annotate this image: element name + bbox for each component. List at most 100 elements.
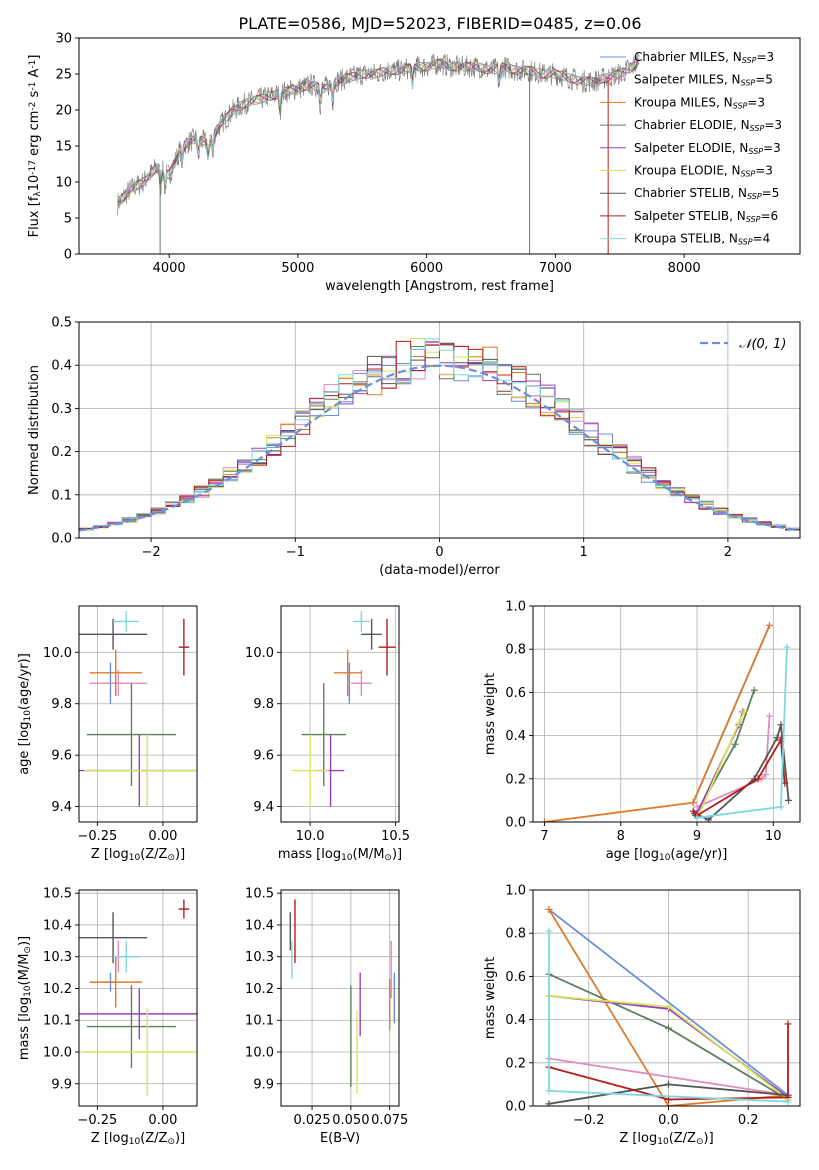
mass_vs_EBV-frame-group — [280, 889, 400, 1107]
weight_vs_Z-xlabel-part-0: Z [log — [619, 1131, 657, 1146]
weight_vs_age-marker-kroupa-stelib-0 — [693, 814, 701, 822]
mass_vs_Z-xlabel-part-4: )] — [175, 1131, 185, 1146]
mass_vs_Z-xtick-label-1: 0.00 — [148, 1113, 177, 1128]
mass_vs_Z-ylabel-part-1: 10 — [23, 985, 33, 997]
age-vs-mass-chart: 10.0 10.5 9.4 9.6 9.8 10.0 mass [log10(M/M⊙)] — [245, 605, 410, 863]
mass_vs_Z-ytick-label-5: 10.4 — [43, 918, 72, 933]
residuals-xtick-label-2: 0 — [435, 545, 443, 560]
mass_vs_Z-ylabel-part-3: ⊙ — [23, 946, 33, 954]
spectrum-ytick-label-3: 15 — [55, 140, 72, 155]
spectrum-legend-label-4: Salpeter ELODIE, NSSP=3 — [634, 141, 781, 156]
residuals-chart: −2 −1 0 1 2 0.0 0.1 0.2 0.3 0.4 0.5 (data-model)/er… — [27, 316, 801, 578]
weight_vs_Z-marker-kroupa-stelib-2 — [784, 1098, 792, 1106]
age_vs_mass-xlabel: mass [log10(M/M⊙)] — [278, 847, 402, 863]
weight_vs_age-marker-kroupa-elodie-2 — [740, 708, 748, 716]
spectrum-ylabel-part-8: A — [27, 69, 42, 82]
spectrum-xtick-label-2: 6000 — [410, 261, 443, 276]
spectrum-ylabel-part-4: erg cm — [27, 111, 42, 160]
spectrum-ylabel-part-5: -2 — [28, 102, 38, 111]
spectrum-plot-area — [117, 52, 640, 254]
mass_vs_EBV-ytick-label-6: 10.5 — [245, 887, 274, 902]
spectrum-legend-label-8-sub: SSP — [738, 238, 753, 247]
spectrum-legend-label-8-main: Kroupa STELIB, N — [634, 232, 738, 246]
spectrum-ytick-label-1: 5 — [64, 212, 72, 227]
weight_vs_age-marker-chabrier-elodie-2 — [750, 686, 758, 694]
spectrum-legend-label-2: Kroupa MILES, NSSP=3 — [634, 95, 765, 110]
weight_vs_age-line-salpeter-stelib — [692, 737, 786, 817]
spectrum-ytick-label-4: 20 — [55, 104, 72, 119]
spectrum-legend-label-7-count: =6 — [760, 209, 778, 223]
weight_vs_age-plot-area — [540, 621, 793, 822]
age-vs-metallicity-chart: −0.25 0.009.49.69.810.0Z [log10(Z/Z⊙)]age… — [17, 605, 198, 863]
spectrum-ylabel-part-9: -1 — [28, 60, 38, 69]
weight_vs_age-ytick-label-2: 0.4 — [505, 729, 526, 744]
weight_vs_Z-ytick-label-3: 0.6 — [505, 970, 526, 985]
mass_vs_Z-plot-area — [79, 899, 197, 1097]
weight_vs_Z-marker-kroupa-miles-0 — [545, 905, 553, 913]
mass_vs_EBV-ytick-label-1: 10.0 — [245, 1046, 274, 1061]
residuals-ytick-label-3: 0.3 — [51, 402, 72, 417]
weight_vs_Z-ytick-label-5: 1.0 — [505, 884, 526, 899]
weight_vs_age-xtick-label-1: 8 — [617, 829, 625, 844]
mass_vs_Z-frame-group — [78, 889, 198, 1107]
mass_vs_EBV-ytick-label-3: 10.2 — [245, 982, 274, 997]
age_vs_mass-ytick-label-2: 9.8 — [253, 697, 274, 712]
spectrum-legend-label-7-sub: SSP — [746, 215, 761, 224]
weight_vs_age-ytick-label-3: 0.6 — [505, 686, 526, 701]
mass_vs_Z-ylabel-part-2: (M/M — [17, 954, 32, 986]
weight_vs_age-marker-salpeter-miles-2 — [762, 770, 770, 778]
mass_vs_Z-xlabel-part-0: Z [log — [91, 1131, 129, 1146]
age_vs_mass-xlabel-part-0: mass [log — [278, 847, 341, 862]
mass_vs_EBV-plot-area — [289, 899, 396, 1094]
spectrum-xlabel: wavelength [Angstrom, rest frame] — [325, 279, 554, 294]
weight_vs_Z-marker-kroupa-stelib-0 — [545, 927, 553, 935]
spectrum-legend-label-0-count: =3 — [756, 50, 774, 64]
age_vs_mass-frame — [280, 605, 400, 823]
age_vs_mass-ytick-label-1: 9.6 — [253, 749, 274, 764]
weight_vs_Z-marker-chabrier-stelib-1 — [664, 1080, 672, 1088]
residuals-ylabel-part-0: Normed distribution — [27, 365, 42, 495]
weight_vs_Z-frame-group — [532, 889, 801, 1107]
weight_vs_Z-xlabel-part-4: )] — [704, 1131, 714, 1146]
weight_vs_age-xtick-label-2: 9 — [693, 829, 701, 844]
spectrum-legend-label-5-main: Kroupa ELODIE, N — [634, 164, 741, 178]
weight_vs_age-marker-kroupa-miles-2 — [765, 621, 773, 629]
mass_vs_Z-ytick-label-0: 9.9 — [51, 1077, 72, 1092]
weight_vs_age-marker-salpeter-stelib-2 — [754, 775, 762, 783]
weight_vs_Z-marker-kroupa-stelib-1 — [545, 1087, 553, 1095]
mass-vs-reddening-chart: 0.025 0.050 0.075 9.9 10.0 10.1 10.2 10.3 10.4 10… — [245, 887, 408, 1146]
weight_vs_Z-xtick-label-2: 0.2 — [738, 1113, 759, 1128]
spectrum-legend-label-5: Kroupa ELODIE, NSSP=3 — [634, 164, 773, 179]
weight_vs_age-ytick-label-4: 0.8 — [505, 643, 526, 658]
spectrum-legend-label-0-sub: SSP — [742, 56, 757, 65]
age_vs_Z-ylabel-part-2: (age/yr)] — [17, 653, 32, 710]
mass_vs_EBV-xlabel-part-0: E(B-V) — [320, 1131, 360, 1146]
spectrum-xtick-label-1: 5000 — [281, 261, 314, 276]
residual-hist-kroupa-stelib — [79, 338, 800, 531]
spectrum-legend-label-5-sub: SSP — [741, 170, 756, 179]
mass_vs_Z-xlabel-part-2: (Z/Z — [140, 1131, 167, 1146]
weight_vs_age-marker-kroupa-miles-1 — [689, 799, 697, 807]
spectrum-ytick-label-6: 30 — [55, 32, 72, 47]
age_vs_Z-xlabel-part-0: Z [log — [91, 847, 129, 862]
residuals-xtick-label-0: −2 — [142, 545, 161, 560]
age_vs_Z-xtick-label-1: 0.00 — [148, 829, 177, 844]
weight_vs_Z-marker-salpeter-stelib-3 — [784, 1020, 792, 1028]
weight_vs_Z-ytick-label-4: 0.8 — [505, 927, 526, 942]
mass_vs_Z-ylabel-part-4: )] — [17, 936, 32, 946]
mass_vs_EBV-xtick-label-1: 0.050 — [332, 1113, 369, 1128]
spectrum-legend-label-2-count: =3 — [747, 95, 765, 109]
spectrum-ylabel-part-6: s — [27, 90, 42, 101]
mass_vs_Z-ytick-label-2: 10.1 — [43, 1014, 72, 1029]
spectrum-model-salpeter-stelib — [117, 58, 640, 207]
spectrum-model-chabrier-stelib — [117, 58, 640, 203]
weight_vs_Z-marker-chabrier-stelib-0 — [545, 1100, 553, 1106]
weight_vs_Z-marker-kroupa-miles-1 — [664, 1102, 672, 1106]
age_vs_Z-xlabel-part-2: (Z/Z — [140, 847, 167, 862]
spectrum-xtick-label-0: 4000 — [153, 261, 186, 276]
spectrum-legend-label-8-count: =4 — [753, 232, 771, 246]
spectrum-ylabel-part-1: λ — [33, 191, 43, 197]
spectrum-xtick-label-4: 8000 — [668, 261, 701, 276]
age_vs_mass-xlabel-part-2: (M/M — [353, 847, 385, 862]
